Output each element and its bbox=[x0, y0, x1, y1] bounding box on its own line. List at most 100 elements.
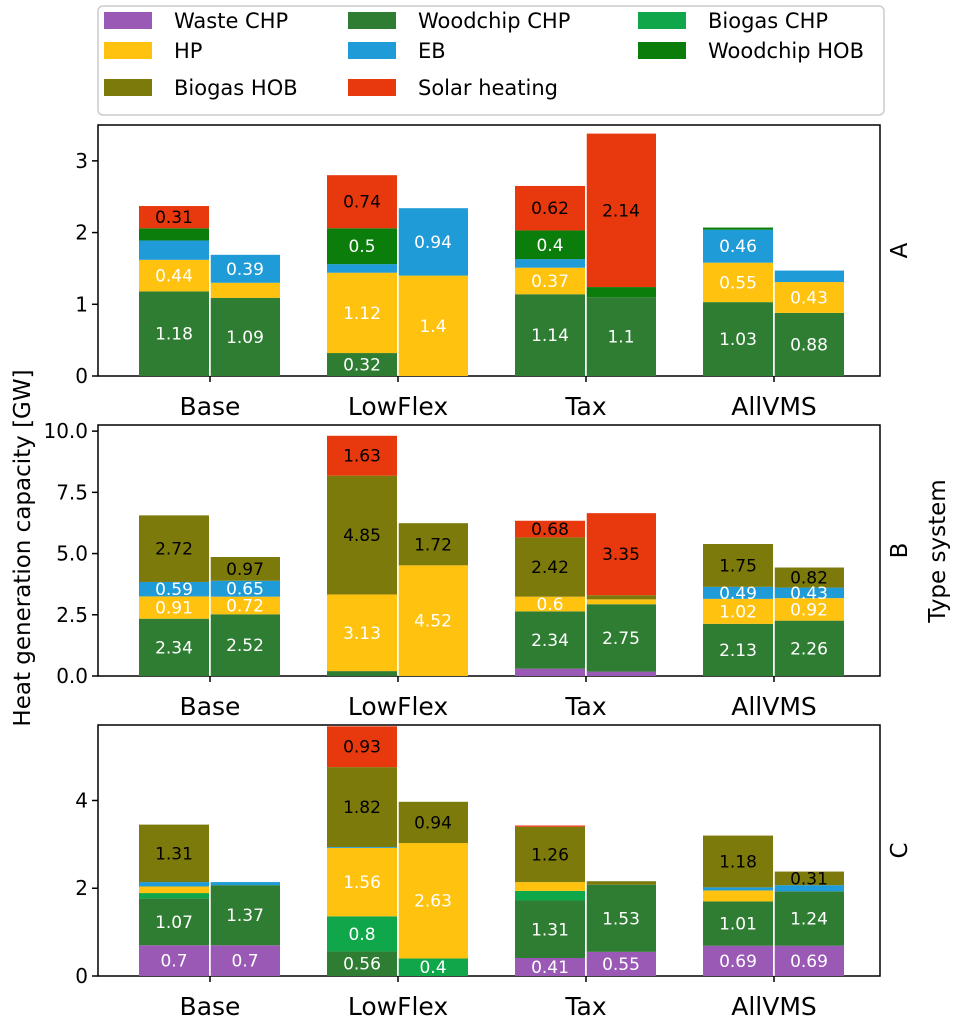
bar-segment-woodchip-chp bbox=[515, 294, 585, 376]
bar-segment-woodchip-hob bbox=[327, 228, 397, 265]
data-label: 0.93 bbox=[343, 738, 381, 758]
y-tick-label: 3 bbox=[75, 149, 88, 173]
bar-segment-hp bbox=[139, 596, 209, 619]
legend-label-hp: HP bbox=[174, 39, 202, 63]
bar-segment-waste-chp bbox=[586, 951, 656, 976]
bar-segment-waste-chp bbox=[703, 945, 773, 976]
panel-label-a: A bbox=[887, 242, 913, 258]
data-label: 2.52 bbox=[226, 636, 264, 656]
bar-segment-hp bbox=[703, 598, 773, 624]
bar-segment-biogas-chp bbox=[139, 893, 209, 899]
bar-segment-woodchip-chp bbox=[515, 611, 585, 669]
bar-segment-solar-heating bbox=[586, 133, 656, 288]
y-tick-label: 0.0 bbox=[56, 664, 88, 688]
x-tick-label: Tax bbox=[564, 392, 606, 421]
legend-label-woodchip-chp: Woodchip CHP bbox=[418, 9, 570, 33]
bar-segment-solar-heating bbox=[327, 435, 397, 476]
bar-segment-hp bbox=[139, 259, 209, 292]
data-label: 1.18 bbox=[719, 852, 757, 872]
data-label: 1.01 bbox=[719, 915, 757, 935]
legend-swatch-biogas-chp bbox=[638, 12, 686, 29]
bar-segment-hp bbox=[327, 847, 397, 917]
data-label: 4.52 bbox=[414, 612, 452, 632]
data-label: 1.12 bbox=[343, 304, 381, 324]
bar-segment-woodchip-chp bbox=[327, 353, 397, 376]
x-tick-label: Base bbox=[180, 392, 241, 421]
data-label: 0.8 bbox=[348, 925, 375, 945]
bar-segment-biogas-hob bbox=[327, 475, 397, 595]
y-tick-label: 4 bbox=[75, 788, 88, 812]
bar-segment-waste-chp bbox=[774, 945, 844, 976]
bar-segment-biogas-hob bbox=[703, 544, 773, 587]
data-label: 1.02 bbox=[719, 602, 757, 622]
bar-segment-solar-heating bbox=[515, 185, 585, 231]
y-axis-label: Heat generation capacity [GW] bbox=[10, 369, 36, 726]
bar-segment-biogas-hob bbox=[515, 537, 585, 597]
bar-segment-solar-heating bbox=[586, 513, 656, 596]
bar-segment-biogas-hob bbox=[327, 767, 397, 847]
bar-segment-eb bbox=[703, 586, 773, 599]
data-label: 1.63 bbox=[343, 447, 381, 467]
data-label: 1.1 bbox=[607, 328, 634, 348]
bar-segment-hp bbox=[139, 886, 209, 894]
bar-segment-woodchip-chp bbox=[210, 614, 280, 676]
data-label: 1.37 bbox=[226, 906, 264, 926]
bar-segment-woodchip-chp bbox=[586, 604, 656, 672]
data-label: 0.44 bbox=[155, 267, 193, 287]
legend: Waste CHP Woodchip CHP Biogas CHP HP EB Woodc… bbox=[97, 5, 885, 116]
data-label: 0.7 bbox=[231, 952, 258, 972]
plot-frame bbox=[97, 724, 881, 977]
bar-segment-hp bbox=[398, 565, 468, 676]
x-tick-label: Tax bbox=[564, 992, 606, 1020]
bar-segment-hp bbox=[703, 890, 773, 902]
bar-segment-woodchip-chp bbox=[774, 620, 844, 676]
legend-label-biogas-hob: Biogas HOB bbox=[174, 76, 298, 100]
bar-segment-eb bbox=[703, 887, 773, 891]
panel-label-b: B bbox=[887, 543, 913, 559]
data-label: 0.46 bbox=[719, 237, 757, 257]
data-label: 0.43 bbox=[790, 288, 828, 308]
bar-segment-biogas-hob bbox=[703, 835, 773, 888]
data-label: 0.55 bbox=[602, 955, 640, 975]
bar-segment-woodchip-chp bbox=[515, 900, 585, 959]
data-label: 0.6 bbox=[536, 595, 563, 615]
data-label: 2.14 bbox=[602, 201, 640, 221]
y-tick-label: 1 bbox=[75, 292, 88, 316]
legend-label-solar-heating: Solar heating bbox=[418, 76, 558, 100]
data-label: 0.97 bbox=[226, 560, 264, 580]
bar-segment-biogas-hob bbox=[398, 801, 468, 844]
data-label: 0.41 bbox=[531, 958, 569, 978]
data-label: 2.26 bbox=[790, 639, 828, 659]
data-label: 0.55 bbox=[719, 273, 757, 293]
bar-segment-woodchip-chp bbox=[703, 901, 773, 946]
legend-label-biogas-chp: Biogas CHP bbox=[708, 9, 828, 33]
bar-segment-hp bbox=[210, 282, 280, 298]
legend-swatch-solar-heating bbox=[348, 79, 396, 96]
y-tick-label: 0 bbox=[75, 364, 88, 388]
data-label: 2.42 bbox=[531, 558, 569, 578]
bar-segment-woodchip-chp bbox=[139, 898, 209, 946]
legend-swatch-eb bbox=[348, 42, 396, 59]
bar-segment-biogas-hob bbox=[774, 567, 844, 588]
data-label: 2.63 bbox=[414, 892, 452, 912]
bar-segment-solar-heating bbox=[515, 520, 585, 538]
legend-swatch-woodchip-chp bbox=[348, 12, 396, 29]
data-label: 0.31 bbox=[790, 869, 828, 889]
bar-segment-eb bbox=[515, 259, 585, 268]
legend-label-waste-chp: Waste CHP bbox=[174, 9, 288, 33]
bar-segment-waste-chp bbox=[515, 958, 585, 976]
bar-segment-solar-heating bbox=[327, 726, 397, 768]
data-label: 0.94 bbox=[414, 813, 452, 833]
bar-segment-woodchip-chp bbox=[703, 302, 773, 376]
x-tick-label: AllVMS bbox=[731, 992, 817, 1020]
y-tick-label: 5.0 bbox=[56, 542, 88, 566]
data-label: 1.26 bbox=[531, 845, 569, 865]
legend-swatch-woodchip-hob bbox=[638, 42, 686, 59]
data-label: 0.4 bbox=[419, 958, 446, 978]
bar-segment-woodchip-chp bbox=[586, 884, 656, 952]
x-tick-label: Tax bbox=[564, 692, 606, 721]
x-tick-label: AllVMS bbox=[731, 692, 817, 721]
y-tick-label: 0 bbox=[75, 964, 88, 988]
panels: 1.180.440.311.090.390.321.120.50.741.40.… bbox=[43, 124, 913, 1021]
